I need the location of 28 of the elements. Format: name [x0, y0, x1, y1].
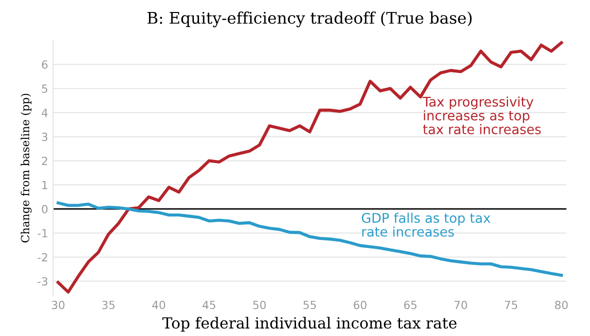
- x-tick-label: 30: [52, 300, 64, 310]
- y-axis-title: Change from baseline (pp): [20, 94, 32, 242]
- x-tick-label: 45: [202, 300, 216, 310]
- line-series: [56, 201, 563, 277]
- y-tick-label: 2: [42, 156, 48, 165]
- x-tick-label: 35: [102, 300, 115, 310]
- y-tick-label: 4: [42, 108, 48, 117]
- y-tick-label: 5: [42, 84, 48, 93]
- y-tick-label: 1: [42, 180, 48, 190]
- y-tick-label: -2: [38, 253, 48, 262]
- series-label: Tax progressivity increases as top tax rate increases: [422, 96, 541, 134]
- chart-title: B: Equity-efficiency tradeoff (True base): [147, 12, 472, 28]
- x-axis-title: Top federal individual income tax rate: [162, 316, 457, 332]
- x-tick-label: 60: [354, 300, 366, 310]
- x-tick-label: 75: [504, 300, 518, 310]
- line-series: [56, 41, 563, 294]
- y-tick-label: 0: [42, 204, 48, 214]
- x-tick-label: 50: [253, 300, 266, 310]
- x-tick-label: 65: [404, 300, 416, 310]
- series-label: GDP falls as top tax rate increases: [362, 212, 490, 237]
- y-tick-label: 6: [42, 60, 48, 69]
- y-tick-label: -1: [38, 229, 48, 238]
- x-tick-label: 40: [152, 300, 166, 310]
- x-tick-label: 70: [454, 300, 468, 310]
- x-tick-label: 80: [555, 300, 568, 310]
- x-tick-label: 55: [304, 300, 316, 310]
- y-tick-label: -3: [38, 277, 48, 286]
- y-tick-label: 3: [42, 132, 48, 142]
